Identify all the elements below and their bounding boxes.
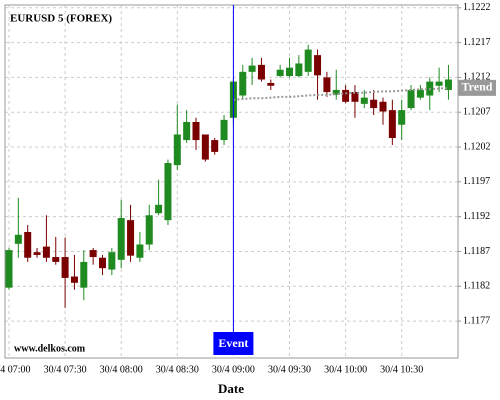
candle-body <box>220 119 228 141</box>
y-tick-label: 1.1177 <box>463 315 490 326</box>
x-tick-label: 30/4 10:30 <box>380 364 423 375</box>
candle-body <box>173 134 181 166</box>
candle-body <box>323 77 331 93</box>
watermark: www.delkos.com <box>14 343 86 354</box>
candle-body <box>342 89 350 102</box>
candle-body <box>14 234 22 244</box>
x-tick-label: 30/4 07:30 <box>44 364 87 375</box>
candle-body <box>314 55 322 76</box>
candle-body <box>379 101 387 112</box>
candle-body <box>332 89 340 95</box>
candle-body <box>201 134 209 160</box>
trend-label: Trend <box>462 80 493 94</box>
candle-body <box>52 257 60 262</box>
candle-body <box>155 204 163 214</box>
candle-body <box>24 231 32 258</box>
candle-body <box>164 163 172 221</box>
y-tick-label: 1.1192 <box>463 211 490 222</box>
candle-body <box>192 121 200 141</box>
event-label: Event <box>218 336 248 350</box>
y-tick-label: 1.1187 <box>463 246 490 257</box>
candle-body <box>33 252 41 255</box>
candle-body <box>5 250 13 288</box>
y-tick-label: 1.1217 <box>463 37 491 48</box>
x-tick-label: 30/4 08:00 <box>100 364 143 375</box>
candle-body <box>407 89 415 109</box>
candle-body <box>89 250 97 258</box>
candle-body <box>435 81 443 86</box>
candle-body <box>145 215 153 245</box>
event-box <box>213 332 254 355</box>
candle-body <box>80 261 88 288</box>
candle-body <box>360 97 368 104</box>
candle-body <box>239 71 247 96</box>
candle-body <box>276 69 284 77</box>
candle-body <box>70 276 78 283</box>
candle-body <box>286 67 293 77</box>
candle-body <box>388 110 396 138</box>
chart-title: EURUSD 5 (FOREX) <box>10 13 112 25</box>
candle-body <box>117 218 125 260</box>
x-tick-label: 30/4 09:00 <box>212 364 255 375</box>
y-tick-label: 1.1212 <box>463 72 491 83</box>
y-tick-label: 1.1207 <box>463 107 491 118</box>
candle-body <box>398 110 406 125</box>
candle-body <box>183 121 191 141</box>
x-tick-label: 30/4 09:30 <box>268 364 311 375</box>
x-axis-label: Date <box>218 381 244 396</box>
candle-body <box>108 252 116 270</box>
y-tick-label: 1.1197 <box>463 176 490 187</box>
candle-body <box>267 82 275 86</box>
candle-body <box>351 92 359 102</box>
y-tick-label: 1.1222 <box>463 2 491 13</box>
x-tick-label: 30/4 07:00 <box>0 364 31 375</box>
y-tick-label: 1.1202 <box>463 141 491 152</box>
x-tick-label: 30/4 08:30 <box>156 364 199 375</box>
candle-body <box>99 257 106 269</box>
trend-label-box <box>458 79 496 96</box>
marks <box>5 44 452 308</box>
candle-body <box>127 220 135 256</box>
x-tick-label: 30/4 10:00 <box>324 364 367 375</box>
candle-body <box>416 89 424 98</box>
candle-body <box>295 63 303 77</box>
candle-body <box>370 99 378 109</box>
candle-body <box>304 49 312 72</box>
y-tick-label: 1.1182 <box>463 281 490 292</box>
candle-body <box>248 65 256 72</box>
candle-body <box>42 246 50 258</box>
candle-body <box>444 79 452 90</box>
candle-body <box>257 64 265 80</box>
candle-body <box>136 244 144 258</box>
candle-body <box>61 257 69 278</box>
candle-body <box>211 140 219 152</box>
